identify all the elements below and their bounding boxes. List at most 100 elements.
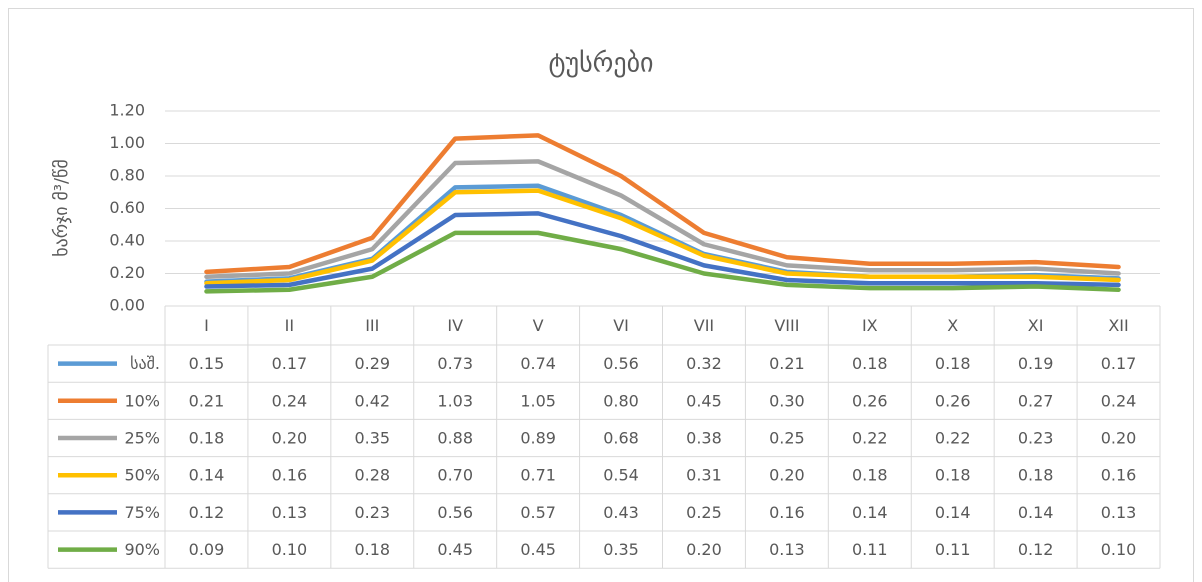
table-value: 0.42	[354, 391, 390, 410]
table-value: 0.17	[272, 354, 308, 373]
x-tick-label: VI	[613, 316, 629, 335]
table-value: 0.20	[272, 429, 308, 448]
table-value: 0.57	[520, 503, 556, 522]
table-value: 0.27	[1018, 391, 1054, 410]
table-value: 0.25	[769, 429, 805, 448]
table-value: 0.28	[354, 466, 390, 485]
table-value: 0.31	[686, 466, 722, 485]
table-value: 0.18	[852, 354, 888, 373]
table-value: 0.16	[1101, 466, 1137, 485]
y-tick-label: 1.00	[109, 133, 145, 152]
table-value: 0.38	[686, 429, 722, 448]
table-value: 0.10	[1101, 540, 1137, 559]
y-tick-label: 1.20	[109, 101, 145, 120]
x-tick-label: II	[285, 316, 294, 335]
table-value: 0.20	[686, 540, 722, 559]
table-value: 0.18	[189, 429, 225, 448]
x-tick-label: X	[947, 316, 958, 335]
y-axis-label: ხარჯი მ³/წმ	[51, 159, 72, 257]
table-value: 0.89	[520, 429, 556, 448]
x-tick-label: VII	[694, 316, 714, 335]
table-value: 0.18	[935, 354, 971, 373]
x-tick-label: VIII	[774, 316, 799, 335]
table-value: 0.32	[686, 354, 722, 373]
table-value: 0.73	[437, 354, 473, 373]
series-line	[204, 230, 1121, 294]
table-value: 0.68	[603, 429, 639, 448]
table-value: 0.23	[1018, 429, 1054, 448]
legend-label: 90%	[124, 540, 160, 559]
y-tick-label: 0.00	[109, 296, 145, 315]
table-value: 0.20	[769, 466, 805, 485]
legend-label: 10%	[124, 391, 160, 410]
table-value: 0.24	[272, 391, 308, 410]
table-value: 0.80	[603, 391, 639, 410]
table-value: 0.18	[1018, 466, 1054, 485]
table-value: 0.35	[354, 429, 390, 448]
series-line	[204, 188, 1121, 286]
legend-label: 50%	[124, 466, 160, 485]
table-value: 0.54	[603, 466, 639, 485]
table-value: 0.18	[935, 466, 971, 485]
table-value: 0.56	[437, 503, 473, 522]
table-value: 0.13	[272, 503, 308, 522]
legend-label: 25%	[124, 429, 160, 448]
series-line	[204, 133, 1121, 275]
table-value: 0.14	[935, 503, 971, 522]
table-value: 0.09	[189, 540, 225, 559]
table-value: 0.11	[852, 540, 888, 559]
table-value: 0.22	[852, 429, 888, 448]
table-value: 0.88	[437, 429, 473, 448]
table-value: 0.21	[769, 354, 805, 373]
table-value: 0.19	[1018, 354, 1054, 373]
chart-border	[8, 8, 1194, 582]
table-value: 0.24	[1101, 391, 1137, 410]
table-value: 0.14	[189, 466, 225, 485]
table-value: 0.15	[189, 354, 225, 373]
table-value: 0.17	[1101, 354, 1137, 373]
table-value: 0.25	[686, 503, 722, 522]
x-tick-label: XII	[1108, 316, 1128, 335]
table-value: 0.20	[1101, 429, 1137, 448]
table-value: 0.11	[935, 540, 971, 559]
table-value: 0.14	[1018, 503, 1054, 522]
table-value: 0.14	[852, 503, 888, 522]
table-value: 0.13	[1101, 503, 1137, 522]
series-line	[204, 159, 1121, 279]
legend-label: 75%	[124, 503, 160, 522]
y-tick-label: 0.40	[109, 231, 145, 250]
table-value: 0.43	[603, 503, 639, 522]
table-value: 0.21	[189, 391, 225, 410]
table-value: 0.45	[686, 391, 722, 410]
x-tick-label: I	[204, 316, 209, 335]
table-value: 0.23	[354, 503, 390, 522]
table-value: 0.22	[935, 429, 971, 448]
x-tick-label: V	[533, 316, 544, 335]
table-value: 0.35	[603, 540, 639, 559]
table-value: 0.45	[520, 540, 556, 559]
x-tick-label: IV	[447, 316, 463, 335]
y-tick-label: 0.80	[109, 166, 145, 185]
table-value: 0.70	[437, 466, 473, 485]
table-value: 0.12	[1018, 540, 1054, 559]
x-tick-label: IX	[862, 316, 878, 335]
table-value: 0.74	[520, 354, 556, 373]
x-tick-label: XI	[1028, 316, 1044, 335]
table-value: 0.26	[935, 391, 971, 410]
chart-title: ტუსრები	[549, 49, 654, 79]
table-value: 0.26	[852, 391, 888, 410]
table-value: 0.18	[354, 540, 390, 559]
table-value: 0.30	[769, 391, 805, 410]
table-value: 1.03	[437, 391, 473, 410]
table-value: 0.71	[520, 466, 556, 485]
table-value: 0.56	[603, 354, 639, 373]
table-value: 0.45	[437, 540, 473, 559]
legend-label: საშ.	[130, 354, 160, 373]
table-value: 0.10	[272, 540, 308, 559]
y-tick-label: 0.60	[109, 198, 145, 217]
table-value: 0.13	[769, 540, 805, 559]
table-value: 0.18	[852, 466, 888, 485]
table-value: 0.16	[272, 466, 308, 485]
